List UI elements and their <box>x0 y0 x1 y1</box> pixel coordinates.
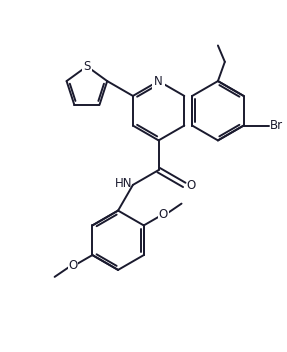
Text: HN: HN <box>115 177 132 190</box>
Text: O: O <box>159 208 168 221</box>
Text: Br: Br <box>270 119 283 132</box>
Text: O: O <box>68 259 77 272</box>
Text: O: O <box>186 180 195 193</box>
Text: S: S <box>83 60 91 73</box>
Text: N: N <box>154 75 163 88</box>
